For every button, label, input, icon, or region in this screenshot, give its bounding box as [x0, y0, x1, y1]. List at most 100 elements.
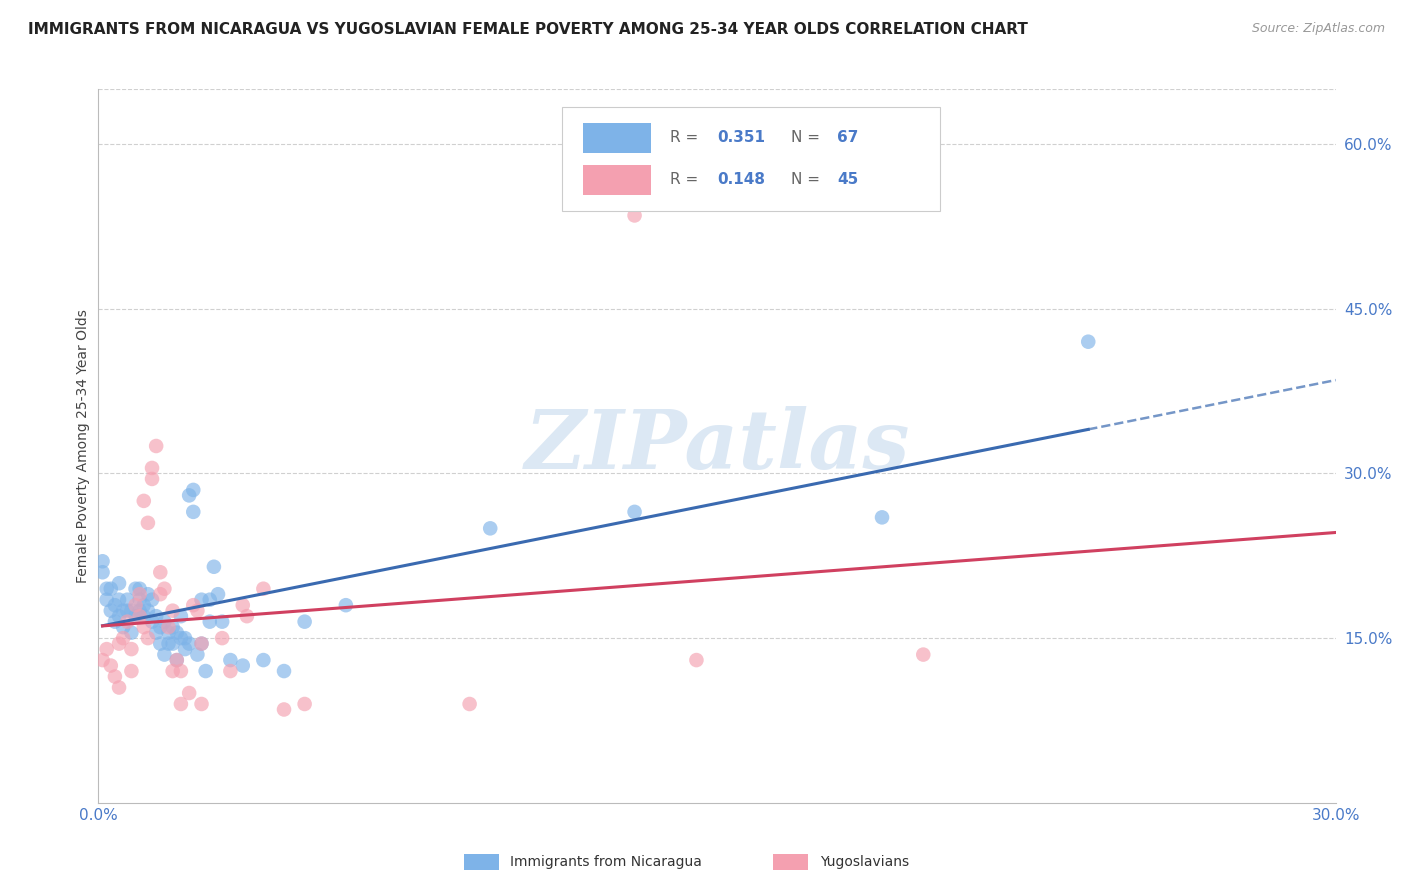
Point	[145, 609, 167, 624]
Point	[458, 697, 481, 711]
Point	[112, 631, 135, 645]
Point	[120, 642, 142, 657]
Point	[108, 609, 131, 624]
Text: Yugoslavians: Yugoslavians	[820, 855, 908, 869]
Point	[202, 559, 225, 574]
FancyBboxPatch shape	[562, 107, 939, 211]
Point	[179, 686, 201, 700]
Point	[117, 592, 139, 607]
Text: Immigrants from Nicaragua: Immigrants from Nicaragua	[510, 855, 702, 869]
Point	[141, 615, 163, 629]
Point	[190, 592, 212, 607]
Y-axis label: Female Poverty Among 25-34 Year Olds: Female Poverty Among 25-34 Year Olds	[76, 309, 90, 583]
Text: R =: R =	[671, 172, 703, 187]
Point	[149, 620, 172, 634]
Point	[198, 592, 221, 607]
Point	[91, 554, 114, 568]
Point	[145, 625, 167, 640]
Point	[273, 664, 295, 678]
Point	[870, 510, 893, 524]
Point	[91, 653, 114, 667]
Text: 67: 67	[837, 130, 859, 145]
Point	[1077, 334, 1099, 349]
Point	[132, 494, 155, 508]
Point	[211, 615, 233, 629]
Point	[232, 658, 254, 673]
Point	[198, 615, 221, 629]
Text: 0.148: 0.148	[717, 172, 765, 187]
Point	[170, 697, 193, 711]
Point	[685, 653, 707, 667]
Point	[166, 625, 188, 640]
Point	[190, 697, 212, 711]
Point	[211, 631, 233, 645]
Point	[136, 516, 159, 530]
Point	[141, 472, 163, 486]
Point	[91, 566, 114, 580]
Point	[170, 609, 193, 624]
Point	[162, 620, 184, 634]
Point	[100, 582, 122, 596]
Point	[194, 664, 217, 678]
Bar	[583, 165, 651, 195]
Point	[236, 609, 259, 624]
Point	[179, 637, 201, 651]
Point	[912, 648, 935, 662]
Point	[108, 592, 131, 607]
Point	[124, 582, 146, 596]
Point	[207, 587, 229, 601]
Point	[108, 576, 131, 591]
Point	[252, 653, 274, 667]
Point	[170, 631, 193, 645]
Point	[117, 604, 139, 618]
Point	[96, 592, 118, 607]
Point	[166, 653, 188, 667]
Point	[162, 604, 184, 618]
Point	[108, 681, 131, 695]
Point	[112, 604, 135, 618]
Point	[104, 615, 127, 629]
Text: N =: N =	[792, 172, 825, 187]
Text: 0.351: 0.351	[717, 130, 765, 145]
Point	[335, 598, 357, 612]
Point	[136, 604, 159, 618]
Text: N =: N =	[792, 130, 825, 145]
Point	[112, 620, 135, 634]
Point	[186, 648, 208, 662]
Point	[104, 669, 127, 683]
Point	[128, 592, 150, 607]
Point	[181, 505, 204, 519]
Point	[104, 598, 127, 612]
Point	[190, 637, 212, 651]
Point	[294, 615, 316, 629]
Point	[141, 461, 163, 475]
Point	[479, 521, 502, 535]
Point	[128, 604, 150, 618]
Point	[219, 653, 242, 667]
Point	[149, 587, 172, 601]
Point	[190, 637, 212, 651]
Point	[100, 604, 122, 618]
Point	[96, 642, 118, 657]
Point	[132, 620, 155, 634]
Point	[157, 625, 180, 640]
Point	[174, 631, 197, 645]
Point	[181, 598, 204, 612]
Point	[179, 488, 201, 502]
Point	[162, 664, 184, 678]
Point	[132, 609, 155, 624]
Point	[128, 609, 150, 624]
Point	[153, 648, 176, 662]
Point	[153, 582, 176, 596]
Point	[181, 483, 204, 497]
Text: IMMIGRANTS FROM NICARAGUA VS YUGOSLAVIAN FEMALE POVERTY AMONG 25-34 YEAR OLDS CO: IMMIGRANTS FROM NICARAGUA VS YUGOSLAVIAN…	[28, 22, 1028, 37]
Point	[141, 592, 163, 607]
Point	[174, 642, 197, 657]
Point	[157, 637, 180, 651]
Point	[232, 598, 254, 612]
Point	[149, 637, 172, 651]
Point	[132, 598, 155, 612]
Point	[252, 582, 274, 596]
Point	[145, 439, 167, 453]
Point	[170, 664, 193, 678]
